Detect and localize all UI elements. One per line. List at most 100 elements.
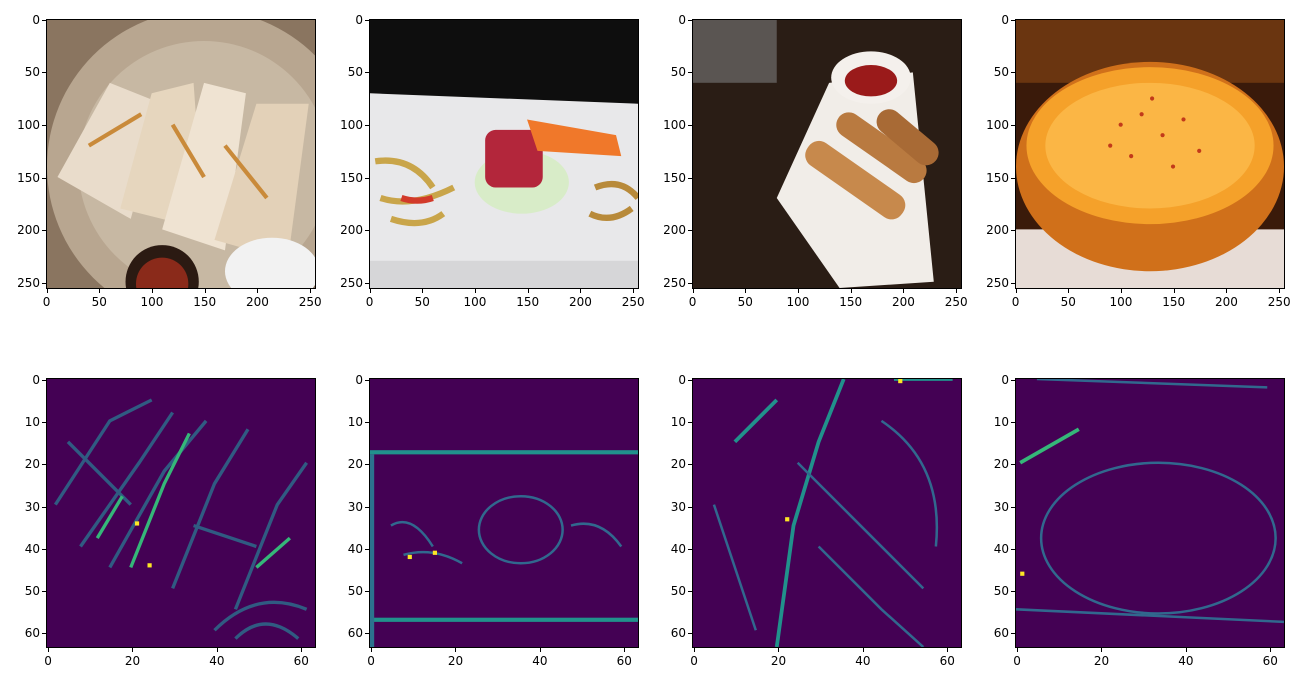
x-tick-mark <box>216 648 218 652</box>
y-tick-label: 0 <box>1001 12 1009 27</box>
y-tick-mark <box>1011 283 1015 285</box>
x-tick-mark <box>580 289 582 293</box>
x-tick-mark <box>1226 289 1228 293</box>
x-tick-mark <box>369 289 371 293</box>
y-tick-mark <box>365 230 369 232</box>
y-tick-label: 30 <box>347 499 363 514</box>
y-tick-label: 50 <box>993 65 1009 80</box>
x-tick-label: 60 <box>939 654 955 668</box>
x-tick-label: 40 <box>1178 654 1194 668</box>
x-tick-label: 0 <box>1011 295 1020 309</box>
soup-feature-map <box>1016 379 1284 647</box>
x-tick-mark <box>624 648 626 652</box>
x-tick-label: 50 <box>91 295 107 309</box>
x-tick-mark <box>1173 289 1175 293</box>
x-tick-label: 250 <box>621 295 645 309</box>
y-tick-label: 150 <box>986 170 1009 185</box>
x-tick-mark <box>455 648 457 652</box>
x-tick-label: 0 <box>42 295 51 309</box>
y-tick-label: 200 <box>340 223 363 238</box>
y-tick-mark <box>688 124 692 126</box>
x-tick-label: 0 <box>365 295 374 309</box>
y-tick-label: 30 <box>670 499 686 514</box>
x-tick-label: 20 <box>1093 654 1110 668</box>
x-tick-mark <box>745 289 747 293</box>
y-tick-label: 150 <box>663 170 686 185</box>
y-tick-label: 10 <box>347 415 363 430</box>
y-tick-label: 40 <box>347 541 363 556</box>
x-tick-mark <box>204 289 206 293</box>
x-tick-mark <box>1017 648 1019 652</box>
y-tick-label: 20 <box>993 457 1009 472</box>
y-tick-label: 0 <box>32 373 40 388</box>
y-tick-label: 250 <box>986 276 1009 291</box>
y-tick-label: 250 <box>340 276 363 291</box>
y-tick-label: 100 <box>340 117 363 132</box>
y-tick-mark <box>1011 177 1015 179</box>
y-tick-mark <box>1011 506 1015 508</box>
y-tick-mark <box>688 422 692 424</box>
y-tick-mark <box>365 177 369 179</box>
y-tick-label: 0 <box>678 12 686 27</box>
feature-map-panel-3 <box>692 378 962 648</box>
y-tick-mark <box>688 230 692 232</box>
photo-panel-3 <box>692 19 962 289</box>
y-tick-label: 20 <box>670 457 686 472</box>
y-tick-mark <box>365 422 369 424</box>
x-tick-label: 40 <box>532 654 548 668</box>
photo-panel-4 <box>1015 19 1285 289</box>
y-tick-label: 200 <box>986 223 1009 238</box>
spring-rolls-image <box>693 20 961 288</box>
y-tick-label: 50 <box>24 65 40 80</box>
y-tick-mark <box>42 72 46 74</box>
x-tick-label: 0 <box>690 654 698 668</box>
y-tick-mark <box>1011 380 1015 382</box>
y-tick-label: 50 <box>347 65 363 80</box>
y-tick-label: 50 <box>670 65 686 80</box>
y-tick-mark <box>688 283 692 285</box>
y-tick-mark <box>1011 230 1015 232</box>
y-tick-mark <box>688 19 692 21</box>
y-tick-mark <box>365 464 369 466</box>
y-tick-label: 50 <box>670 584 686 599</box>
y-tick-label: 50 <box>993 584 1009 599</box>
x-tick-mark <box>947 648 949 652</box>
y-tick-mark <box>42 548 46 550</box>
x-tick-label: 200 <box>892 295 915 309</box>
x-tick-mark <box>99 289 101 293</box>
x-tick-mark <box>371 648 373 652</box>
x-tick-label: 100 <box>140 295 164 309</box>
y-tick-mark <box>1011 72 1015 74</box>
quesadilla-feature-map <box>47 379 315 647</box>
y-tick-mark <box>365 124 369 126</box>
y-tick-mark <box>365 633 369 635</box>
y-tick-label: 100 <box>663 117 686 132</box>
x-tick-mark <box>257 289 259 293</box>
y-tick-label: 150 <box>340 170 363 185</box>
x-tick-mark <box>1015 289 1017 293</box>
x-tick-label: 0 <box>367 654 375 668</box>
x-tick-label: 50 <box>414 295 430 309</box>
y-tick-label: 30 <box>993 499 1009 514</box>
y-tick-mark <box>1011 591 1015 593</box>
x-tick-label: 60 <box>293 654 309 668</box>
y-tick-label: 100 <box>986 117 1009 132</box>
x-tick-label: 60 <box>616 654 632 668</box>
x-tick-mark <box>1270 648 1272 652</box>
y-tick-mark <box>365 283 369 285</box>
y-tick-mark <box>42 283 46 285</box>
y-tick-mark <box>42 591 46 593</box>
y-tick-label: 60 <box>24 626 40 641</box>
spring-rolls-feature-map <box>693 379 961 647</box>
y-tick-label: 0 <box>32 12 40 27</box>
y-tick-mark <box>688 591 692 593</box>
x-tick-mark <box>539 648 541 652</box>
y-tick-label: 10 <box>993 415 1009 430</box>
x-tick-label: 100 <box>786 295 810 309</box>
x-tick-mark <box>1120 289 1122 293</box>
y-tick-label: 50 <box>24 584 40 599</box>
y-tick-mark <box>688 548 692 550</box>
y-tick-label: 200 <box>663 223 686 238</box>
x-tick-label: 250 <box>298 295 322 309</box>
y-tick-mark <box>688 380 692 382</box>
